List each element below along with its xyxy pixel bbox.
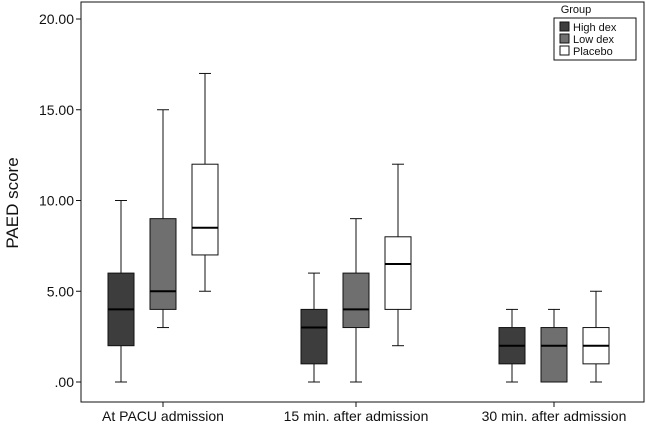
- box-body: [191, 163, 219, 256]
- x-axis: At PACU admission 15 min. after admission…: [102, 402, 626, 424]
- y-tick-label: 15.00: [39, 102, 74, 118]
- box: [582, 290, 610, 383]
- series-low-dex: [149, 109, 568, 383]
- box-body: [540, 327, 568, 383]
- legend-item: Low dex: [559, 33, 614, 46]
- box-body: [149, 218, 177, 310]
- y-tick-label: 10.00: [39, 193, 74, 209]
- legend-label: Placebo: [573, 46, 613, 58]
- x-category-label: 15 min. after admission: [284, 408, 429, 424]
- y-tick-label: 5.00: [47, 283, 74, 299]
- x-category-label: 30 min. after admission: [482, 408, 627, 424]
- box: [384, 163, 412, 347]
- box: [149, 109, 177, 329]
- plot-area-frame: [80, 1, 645, 403]
- box: [540, 308, 568, 383]
- box: [191, 72, 219, 292]
- y-axis-title: PAED score: [3, 157, 22, 248]
- box-body: [300, 308, 328, 365]
- legend-swatch: [559, 33, 570, 44]
- legend-item: High dex: [559, 21, 617, 34]
- series-high-dex: [107, 200, 526, 383]
- legend-label: Low dex: [573, 34, 614, 46]
- series-placebo: [191, 72, 610, 383]
- box: [107, 200, 135, 383]
- legend-label: High dex: [573, 22, 617, 34]
- box: [300, 272, 328, 383]
- legend-title: Group: [561, 4, 592, 16]
- y-tick-label: 20.00: [39, 11, 74, 27]
- legend-item: Placebo: [559, 45, 613, 58]
- y-axis: .00 5.00 10.00 15.00 20.00: [39, 11, 81, 390]
- box-body: [384, 236, 412, 310]
- box-body: [342, 272, 370, 329]
- box: [498, 308, 526, 383]
- y-tick-label: .00: [55, 374, 75, 390]
- box: [342, 218, 370, 383]
- legend-swatch: [559, 45, 570, 56]
- x-category-label: At PACU admission: [102, 408, 224, 424]
- box-series-group: [107, 72, 610, 383]
- legend-swatch: [559, 21, 570, 32]
